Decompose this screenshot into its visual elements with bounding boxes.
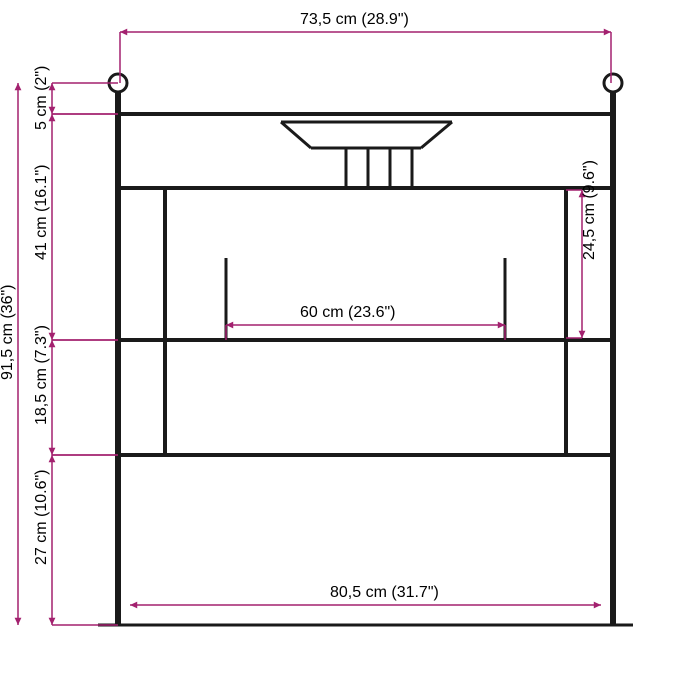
dimension-lines <box>15 29 611 625</box>
svg-text:27 cm (10.6"): 27 cm (10.6") <box>33 470 50 566</box>
svg-text:24,5 cm (9.6"): 24,5 cm (9.6") <box>581 160 598 260</box>
dimension-drawing: 73,5 cm (28.9") 80,5 cm (31.7") 60 cm (23.… <box>0 0 700 700</box>
svg-text:5 cm (2"): 5 cm (2") <box>33 66 50 130</box>
svg-text:91,5 cm (36"): 91,5 cm (36") <box>0 285 16 381</box>
svg-text:60 cm (23.6"): 60 cm (23.6") <box>300 304 396 321</box>
headboard-object <box>98 74 633 625</box>
dimension-labels: 73,5 cm (28.9") 80,5 cm (31.7") 60 cm (23.… <box>0 11 598 601</box>
svg-text:73,5 cm (28.9"): 73,5 cm (28.9") <box>300 11 409 28</box>
svg-text:18,5 cm (7.3"): 18,5 cm (7.3") <box>33 325 50 425</box>
svg-text:80,5 cm (31.7"): 80,5 cm (31.7") <box>330 584 439 601</box>
svg-text:41 cm (16.1"): 41 cm (16.1") <box>33 165 50 261</box>
